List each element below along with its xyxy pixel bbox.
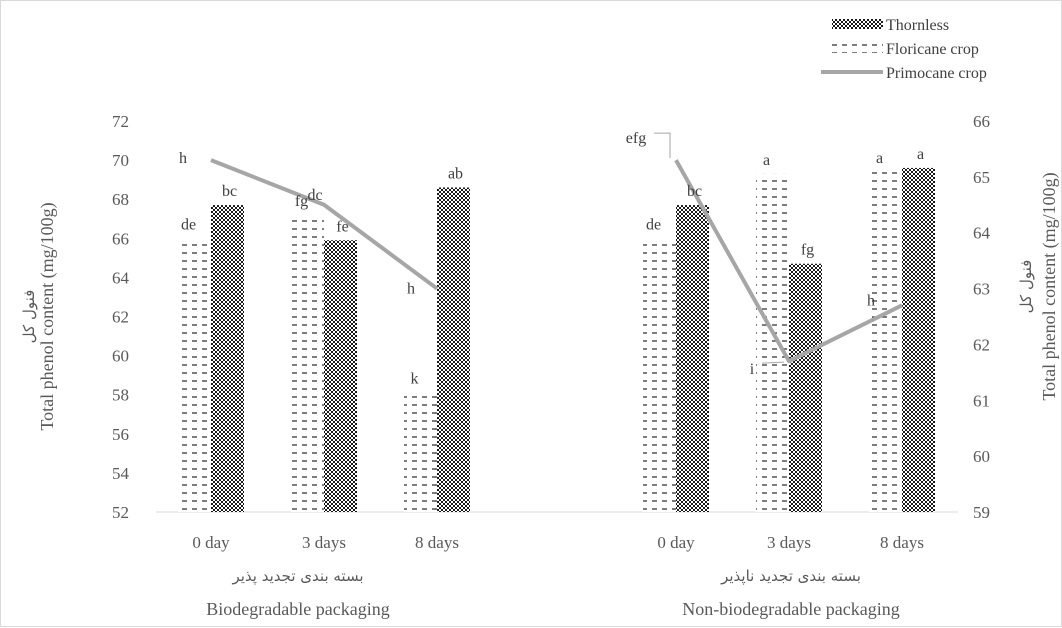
y-left-title: Total phenol content (mg/100g) [37, 202, 58, 430]
data-label-thornless: fe [336, 218, 348, 235]
y-left-tick-label: 70 [112, 151, 129, 170]
y-left-tick-label: 52 [112, 503, 129, 522]
y-left-tick-label: 66 [112, 229, 129, 248]
bar-thornless [211, 205, 244, 512]
data-label-primocane: i [750, 361, 755, 378]
data-label-floricane: a [763, 152, 770, 169]
data-label-floricane: a [876, 150, 883, 167]
bar-floricane [756, 174, 789, 512]
y-right-tick-label: 61 [973, 391, 990, 410]
data-label-primocane: h [867, 292, 875, 309]
bars [178, 168, 935, 512]
group-label-ar: بسته بندی تجدید ناپذیر [720, 567, 861, 586]
group-label-ar: بسته بندی تجدید پذیر [231, 567, 363, 586]
y-left-tick-label: 54 [112, 464, 130, 483]
bar-thornless [789, 264, 822, 512]
bar-floricane [404, 393, 437, 512]
y-right-tick-label: 66 [973, 112, 990, 131]
legend-label: Primocane crop [886, 65, 987, 82]
data-label-primocane: efg [626, 130, 646, 147]
legend-swatch-bar [832, 43, 883, 53]
data-label-thornless: ab [448, 165, 463, 182]
y-right-tick-label: 59 [973, 503, 990, 522]
legend-label: Floricane crop [886, 41, 979, 58]
bar-thornless [437, 187, 470, 512]
y-right-tick-label: 63 [973, 280, 990, 299]
data-label-thornless: fg [801, 242, 814, 259]
bar-thornless [902, 168, 935, 512]
x-category-label: 8 days [415, 533, 459, 552]
group-label-en: Biodegradable packaging [206, 599, 389, 619]
x-category-label: 3 days [302, 533, 346, 552]
y-right-tick-label: 60 [973, 447, 990, 466]
legend-swatch-bar [832, 19, 883, 29]
y-right-title-ar: فنول کل [1017, 260, 1035, 314]
bar-thornless [324, 240, 357, 512]
bar-floricane [291, 215, 324, 512]
data-label-floricane: de [646, 216, 661, 233]
data-label-thornless: a [917, 146, 924, 163]
bar-floricane [178, 238, 211, 512]
x-category-label: 8 days [880, 533, 924, 552]
x-category-label: 0 day [657, 533, 695, 552]
y-right-tick-label: 64 [973, 224, 991, 243]
data-label-floricane: fg [295, 193, 308, 210]
y-right-title: Total phenol content (mg/100g) [1039, 172, 1060, 400]
x-category-label: 0 day [192, 533, 230, 552]
group-label-en: Non-biodegradable packaging [682, 599, 899, 619]
y-right-tick-label: 62 [973, 335, 990, 354]
y-left-tick-label: 72 [112, 112, 129, 131]
x-category-label: 3 days [767, 533, 811, 552]
y-left-tick-label: 68 [112, 190, 129, 209]
data-label-thornless: bc [222, 183, 237, 200]
data-label-floricane: de [181, 216, 196, 233]
y-left-tick-label: 58 [112, 386, 129, 405]
legend-label: Thornless [886, 17, 949, 34]
y-left-tick-label: 60 [112, 347, 129, 366]
bar-floricane [869, 172, 902, 512]
data-label-primocane: h [179, 150, 187, 167]
y-left-tick-label: 62 [112, 308, 129, 327]
y-left-tick-label: 56 [112, 425, 129, 444]
data-label-primocane: h [407, 281, 415, 298]
data-label-thornless: bc [687, 183, 702, 200]
bar-floricane [643, 238, 676, 512]
data-label-primocane: dc [307, 187, 322, 204]
legend: Thornless Floricane crop Primocane crop [821, 17, 987, 82]
leader-line [654, 133, 670, 158]
y-right-tick-label: 65 [973, 168, 990, 187]
y-left-title-ar: فنول کل [20, 290, 38, 344]
data-label-floricane: k [411, 371, 419, 388]
y-left-tick-label: 64 [112, 268, 130, 287]
bar-thornless [676, 205, 709, 512]
